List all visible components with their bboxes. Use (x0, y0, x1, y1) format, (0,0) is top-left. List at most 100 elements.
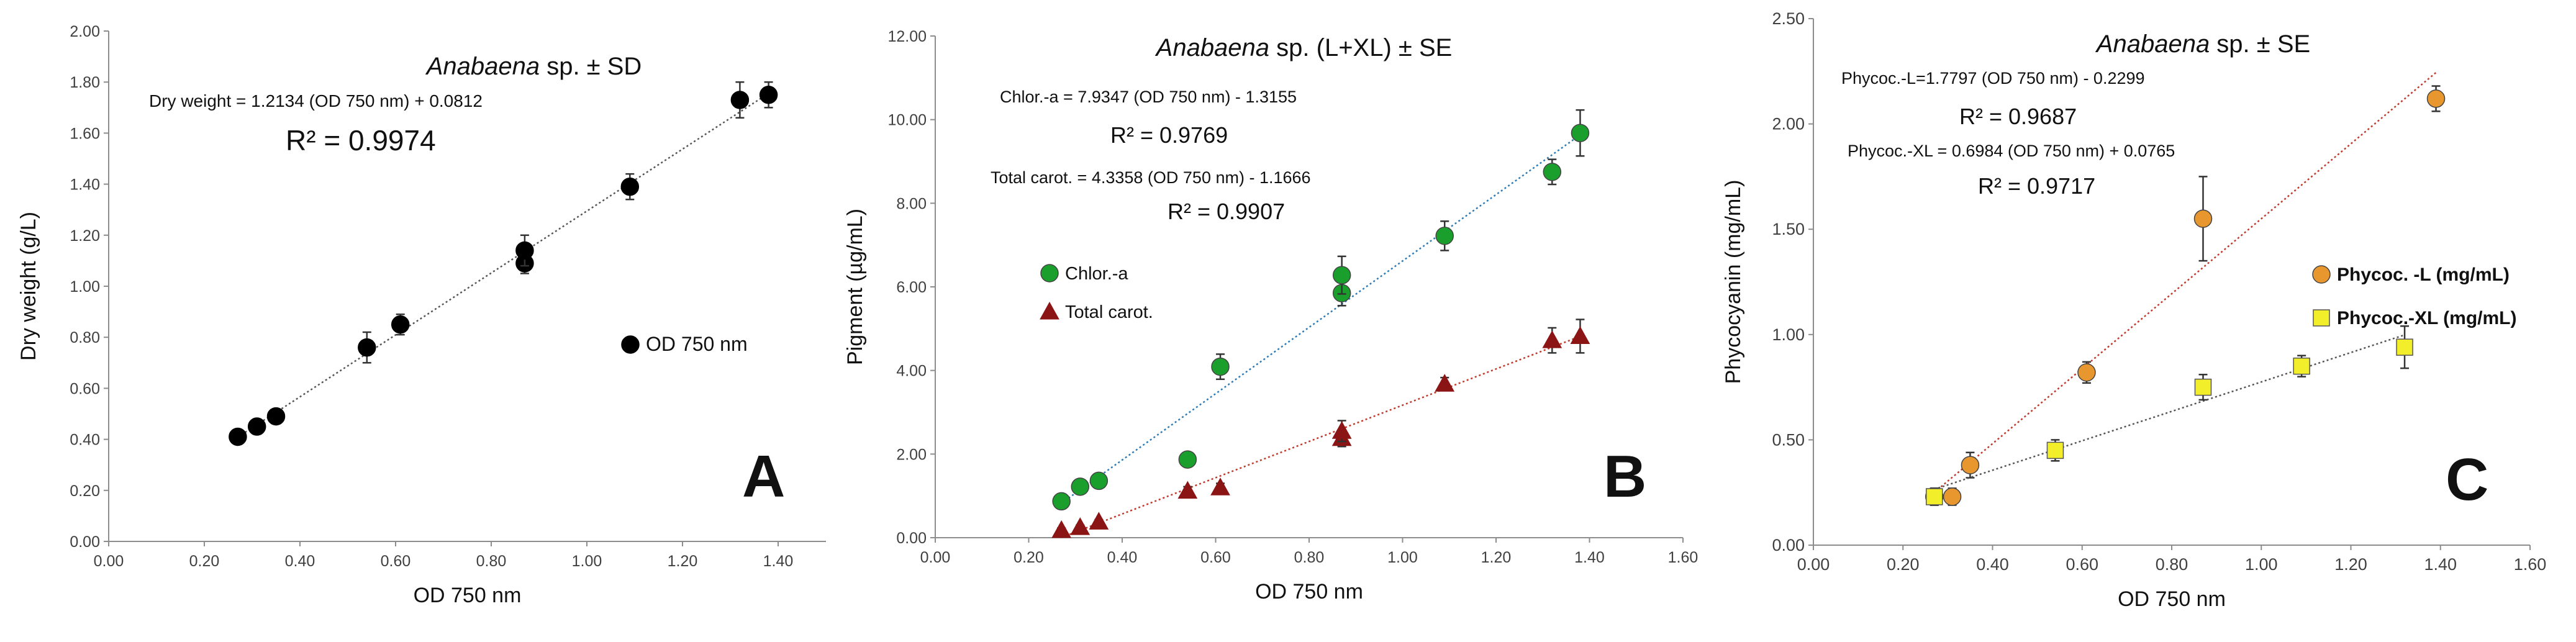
data-point (1331, 421, 1352, 439)
trendline (237, 93, 769, 438)
chart-title: Anabaena sp. (L+XL) ± SE (1155, 34, 1453, 61)
data-point (391, 315, 410, 334)
data-point (1089, 471, 1109, 491)
x-tick-label: 0.60 (381, 553, 411, 570)
x-tick-label: 0.40 (285, 553, 315, 570)
r-squared-label: R² = 0.9907 (1168, 199, 1285, 224)
panel-letter: B (1603, 443, 1646, 510)
data-point (1332, 266, 1351, 284)
x-tick-label: 0.60 (2066, 555, 2098, 574)
x-tick-label: 0.00 (1797, 555, 1830, 574)
y-tick-label: 1.80 (70, 74, 100, 91)
chart-panel-b: 0.00 0.20 0.40 0.60 0.80 1.00 1.20 1.40 1.60 0.00… (843, 28, 1698, 604)
data-point (620, 177, 640, 196)
data-point (2396, 338, 2413, 356)
x-tick-label: 0.00 (94, 553, 124, 570)
data-point (2426, 89, 2446, 108)
chart-title-rest: sp. (L+XL) ± SE (1269, 34, 1452, 61)
y-tick-label: 0.20 (70, 482, 100, 500)
equation-label: Total carot. = 4.3358 (OD 750 nm) - 1.16… (991, 168, 1311, 187)
x-tick-label: 0.20 (189, 553, 220, 570)
y-tick-label: 1.50 (1772, 220, 1805, 238)
data-point (1211, 357, 1230, 376)
y-tick-label: 0.50 (1772, 430, 1805, 449)
y-tick-label: 4.00 (896, 363, 927, 380)
legend-label: OD 750 nm (646, 333, 748, 355)
trendline (1933, 71, 2437, 493)
data-point (1051, 520, 1072, 538)
trendline (1061, 335, 1581, 538)
data-point (1070, 517, 1091, 535)
chart-title-rest: sp. ± SD (540, 53, 642, 80)
r-squared-label: R² = 0.9717 (1978, 173, 2095, 199)
series-phycoc-l-mg-ml (1925, 71, 2446, 506)
legend-marker (1040, 264, 1059, 283)
x-tick-label: 1.00 (2245, 555, 2278, 574)
legend-marker (1040, 301, 1059, 320)
data-point (2293, 357, 2310, 375)
equation-label: Chlor.-a = 7.9347 (OD 750 nm) - 1.3155 (1000, 88, 1297, 106)
data-point (1177, 481, 1198, 499)
x-axis-title: OD 750 nm (2118, 587, 2226, 611)
legend-label: Phycoc.-XL (mg/mL) (2337, 308, 2516, 328)
chart-title-italic: Anabaena (425, 53, 540, 80)
legend-label: Phycoc. -L (mg/mL) (2337, 264, 2510, 285)
data-point (358, 338, 376, 357)
data-point (1052, 492, 1071, 511)
legend-marker (2312, 265, 2331, 284)
x-tick-label: 1.20 (2334, 555, 2367, 574)
equation-label: Phycoc.-L=1.7797 (OD 750 nm) - 0.2299 (1841, 69, 2145, 88)
data-point (2046, 441, 2064, 459)
data-point (1961, 456, 1980, 474)
data-point (730, 91, 750, 109)
chart-panel-a: 0.00 0.20 0.40 0.60 0.80 1.00 1.20 1.40 0.00 0.20… (17, 23, 826, 607)
series-total-carot (1051, 319, 1590, 538)
chart-title-italic: Anabaena (2095, 30, 2210, 58)
y-tick-label: 0.60 (70, 380, 100, 397)
y-tick-label: 0.00 (896, 530, 927, 547)
data-point (1071, 477, 1090, 496)
data-point (1570, 326, 1590, 344)
r-squared-label: R² = 0.9687 (1959, 104, 2077, 129)
x-tick-label: 1.40 (763, 553, 794, 570)
data-point (229, 427, 247, 446)
y-tick-label: 2.00 (70, 23, 100, 40)
y-tick-label: 1.00 (1772, 325, 1805, 344)
y-axis-title: Pigment (µg/mL) (843, 209, 867, 365)
data-point (1210, 477, 1230, 495)
x-axis-title: OD 750 nm (414, 584, 522, 607)
x-tick-label: 1.00 (572, 553, 602, 570)
y-axis-title: Dry weight (g/L) (17, 212, 40, 361)
x-tick-label: 1.60 (1668, 549, 1698, 566)
data-point (247, 417, 266, 436)
x-tick-label: 1.20 (1481, 549, 1512, 566)
data-point (1943, 487, 1962, 506)
y-tick-label: 0.80 (70, 329, 100, 346)
y-tick-label: 1.20 (70, 227, 100, 245)
y-tick-label: 2.00 (896, 446, 927, 463)
x-tick-label: 0.20 (1887, 555, 1920, 574)
panel-letter: A (742, 443, 785, 510)
data-point (2193, 209, 2213, 228)
legend-marker (2313, 309, 2330, 327)
x-tick-label: 0.40 (1976, 555, 2009, 574)
x-tick-label: 1.40 (2424, 555, 2457, 574)
data-point (2194, 378, 2212, 396)
data-point (1543, 163, 1562, 181)
data-point (759, 86, 778, 104)
equation-label: Dry weight = 1.2134 (OD 750 nm) + 0.0812 (149, 91, 483, 111)
y-tick-label: 1.40 (70, 176, 100, 194)
r-squared-label: R² = 0.9974 (286, 124, 436, 156)
y-tick-label: 0.40 (70, 432, 100, 449)
x-tick-label: 0.20 (1014, 549, 1044, 566)
x-axis-title: OD 750 nm (1255, 580, 1363, 604)
series-chlor-a (1052, 109, 1590, 511)
chart-title-rest: sp. ± SE (2210, 30, 2310, 58)
r-squared-label: R² = 0.9769 (1110, 122, 1228, 148)
trendline (1934, 334, 2405, 491)
data-point (1435, 227, 1454, 245)
chart-panel-c: 0.00 0.20 0.40 0.60 0.80 1.00 1.20 1.40 1.60 0.00… (1721, 9, 2546, 611)
legend-marker (621, 335, 640, 354)
x-tick-label: 0.00 (920, 549, 951, 566)
